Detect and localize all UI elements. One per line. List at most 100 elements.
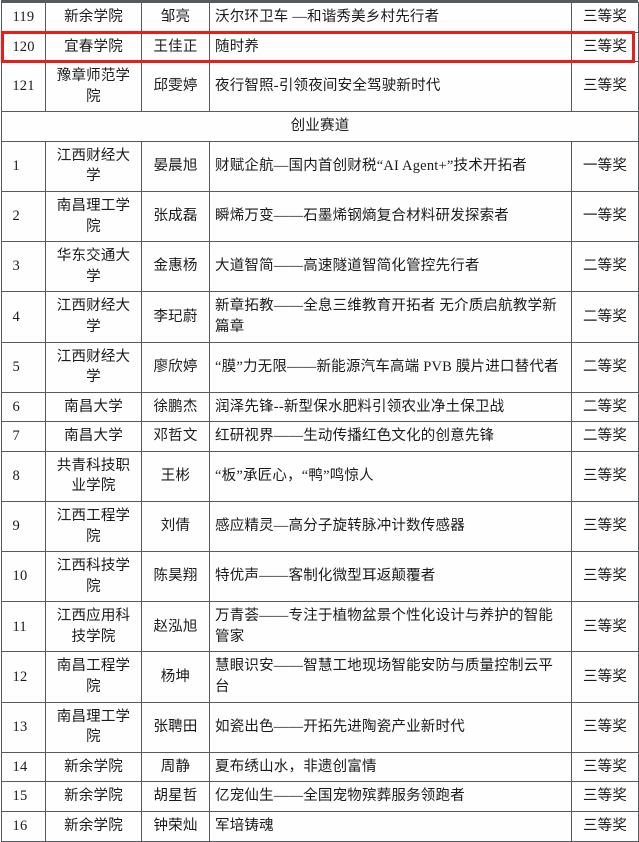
table-row: 1 江西财经大学 晏晨旭 财赋企航—国内首创财税“AI Agent+”技术开拓者 一等奖 — [1, 140, 639, 193]
table-row: 2 南昌理工学院 张成磊 瞬烯万变——石墨烯钢熵复合材料研发探索者 一等奖 — [1, 191, 639, 243]
award-level-cell: 三等奖 — [571, 751, 639, 783]
row-index-cell: 10 — [1, 551, 46, 603]
person-name-cell: 陈昊翔 — [141, 551, 210, 603]
table-row: 4 江西财经大学 李玘蔚 新章拓教——全息三维教育开拓者 无介质启航教学新篇章 二等奖 — [1, 291, 639, 343]
row-index-value: 5 — [12, 358, 20, 375]
school-name-cell: 共青科技职业学院 — [45, 450, 142, 502]
school-name-cell: 新余学院 — [45, 810, 142, 842]
table-row: 14 新余学院 周静 夏布绣山水，非遗创富情 三等奖 — [1, 751, 639, 783]
award-level-cell: 三等奖 — [571, 781, 639, 812]
project-title-cell: 新章拓教——全息三维教育开拓者 无介质启航教学新篇章 — [209, 291, 572, 343]
project-title-cell: 军培铸魂 — [209, 810, 572, 842]
row-index-value: 6 — [12, 398, 20, 415]
table-row: 7 南昌大学 邓哲文 红研视界——生动传播红色文化的创意先锋 二等奖 — [1, 421, 639, 452]
award-level-cell: 二等奖 — [571, 241, 639, 293]
project-title-cell: 如瓷出色——开拓先进陶瓷产业新时代 — [209, 701, 572, 753]
project-title-cell: 亿宠仙生——全国宠物殡葬服务领跑者 — [209, 781, 572, 812]
table-row: 121 豫章师范学院 邱雯婷 夜行智照-引领夜间安全驾驶新时代 三等奖 — [1, 61, 639, 113]
row-index-value: 2 — [12, 208, 20, 225]
table-row: 16 新余学院 钟荣灿 军培铸魂 三等奖 — [1, 810, 639, 842]
row-index-value: 120 — [12, 38, 35, 55]
section-banner-row: 创业赛道 — [1, 111, 639, 142]
school-name-cell: 南昌大学 — [45, 421, 142, 452]
person-name-cell: 赵泓旭 — [141, 601, 210, 653]
row-index-cell: 120 — [1, 31, 46, 63]
project-title-cell: 夜行智照-引领夜间安全驾驶新时代 — [209, 61, 572, 113]
award-level-cell: 二等奖 — [571, 291, 639, 343]
table-row: 3 华东交通大学 金惠杨 大道智简——高速隧道智简化管控先行者 二等奖 — [1, 241, 639, 293]
row-index-value: 8 — [12, 468, 20, 485]
section-banner-label: 创业赛道 — [1, 111, 639, 142]
person-name-cell: 张成磊 — [141, 191, 210, 243]
award-level-cell: 三等奖 — [571, 810, 639, 842]
person-name-cell: 王彬 — [141, 450, 210, 502]
row-index-value: 16 — [12, 817, 28, 834]
person-name-cell: 徐鹏杰 — [141, 391, 210, 423]
school-name-cell: 南昌理工学院 — [45, 701, 142, 753]
row-index-cell: 16 — [1, 810, 46, 842]
table-row: 8 共青科技职业学院 王彬 “板”承匠心，“鸭”鸣惊人 三等奖 — [1, 450, 639, 502]
row-index-cell: 11 — [1, 601, 46, 653]
project-title-cell: 特优声——客制化微型耳返颠覆者 — [209, 551, 572, 603]
row-index-cell: 14 — [1, 751, 46, 783]
person-name-cell: 张聘田 — [141, 701, 210, 753]
school-name-cell: 江西工程学院 — [45, 500, 142, 553]
row-index-cell: 4 — [1, 291, 46, 343]
row-index-value: 3 — [12, 258, 20, 275]
school-name-cell: 新余学院 — [45, 2, 142, 33]
table-row: 6 南昌大学 徐鹏杰 润泽先锋--新型保水肥料引领农业净土保卫战 二等奖 — [1, 391, 639, 423]
row-index-cell: 6 — [1, 391, 46, 423]
award-level-cell: 二等奖 — [571, 391, 639, 423]
award-level-cell: 一等奖 — [571, 140, 639, 193]
school-name-cell: 南昌理工学院 — [45, 191, 142, 243]
person-name-cell: 金惠杨 — [141, 241, 210, 293]
school-name-cell: 江西财经大学 — [45, 341, 142, 393]
row-index-cell: 9 — [1, 500, 46, 553]
project-title-cell: “膜”力无限——新能源汽车高端 PVB 膜片进口替代者 — [209, 341, 572, 393]
project-title-cell: 慧眼识安——智慧工地现场智能安防与质量控制云平台 — [209, 651, 572, 703]
row-index-cell: 12 — [1, 651, 46, 703]
row-index-cell: 5 — [1, 341, 46, 393]
person-name-cell: 钟荣灿 — [141, 810, 210, 842]
school-name-cell: 南昌工程学院 — [45, 651, 142, 703]
row-index-value: 15 — [12, 788, 28, 805]
project-title-cell: 瞬烯万变——石墨烯钢熵复合材料研发探索者 — [209, 191, 572, 243]
table-row: 5 江西财经大学 廖欣婷 “膜”力无限——新能源汽车高端 PVB 膜片进口替代者 二等奖 — [1, 341, 639, 393]
row-index-cell: 2 — [1, 191, 46, 243]
person-name-cell: 邱雯婷 — [141, 61, 210, 113]
table-row: 12 南昌工程学院 杨坤 慧眼识安——智慧工地现场智能安防与质量控制云平台 三等奖 — [1, 651, 639, 703]
school-name-cell: 江西财经大学 — [45, 291, 142, 343]
table-row: 11 江西应用科技学院 赵泓旭 万青荟——专注于植物盆景个性化设计与养护的智能管家 三等… — [1, 601, 639, 653]
award-level-cell: 三等奖 — [571, 61, 639, 113]
row-index-value: 13 — [12, 718, 28, 735]
award-level-cell: 二等奖 — [571, 341, 639, 393]
person-name-cell: 胡星哲 — [141, 781, 210, 812]
project-title-cell: 随时养 — [209, 31, 572, 63]
person-name-cell: 廖欣婷 — [141, 341, 210, 393]
table-row: 13 南昌理工学院 张聘田 如瓷出色——开拓先进陶瓷产业新时代 三等奖 — [1, 701, 639, 753]
school-name-cell: 江西应用科技学院 — [45, 601, 142, 653]
award-level-cell: 一等奖 — [571, 191, 639, 243]
school-name-cell: 新余学院 — [45, 751, 142, 783]
person-name-cell: 刘倩 — [141, 500, 210, 553]
project-title-cell: 润泽先锋--新型保水肥料引领农业净土保卫战 — [209, 391, 572, 423]
project-title-cell: 沃尔环卫车 —和谐秀美乡村先行者 — [209, 2, 572, 33]
award-level-cell: 二等奖 — [571, 421, 639, 452]
person-name-cell: 王佳正 — [141, 31, 210, 63]
table-row: 10 江西科技学院 陈昊翔 特优声——客制化微型耳返颠覆者 三等奖 — [1, 551, 639, 603]
school-name-cell: 南昌大学 — [45, 391, 142, 423]
person-name-cell: 晏晨旭 — [141, 140, 210, 193]
award-level-cell: 三等奖 — [571, 601, 639, 653]
project-title-cell: 红研视界——生动传播红色文化的创意先锋 — [209, 421, 572, 452]
award-level-cell: 三等奖 — [571, 651, 639, 703]
project-title-cell: 万青荟——专注于植物盆景个性化设计与养护的智能管家 — [209, 601, 572, 653]
row-index-cell: 3 — [1, 241, 46, 293]
table-row: 15 新余学院 胡星哲 亿宠仙生——全国宠物殡葬服务领跑者 三等奖 — [1, 781, 639, 812]
person-name-cell: 邓哲文 — [141, 421, 210, 452]
school-name-cell: 宜春学院 — [45, 31, 142, 63]
project-title-cell: “板”承匠心，“鸭”鸣惊人 — [209, 450, 572, 502]
row-index-value: 14 — [12, 758, 28, 775]
project-title-cell: 夏布绣山水，非遗创富情 — [209, 751, 572, 783]
